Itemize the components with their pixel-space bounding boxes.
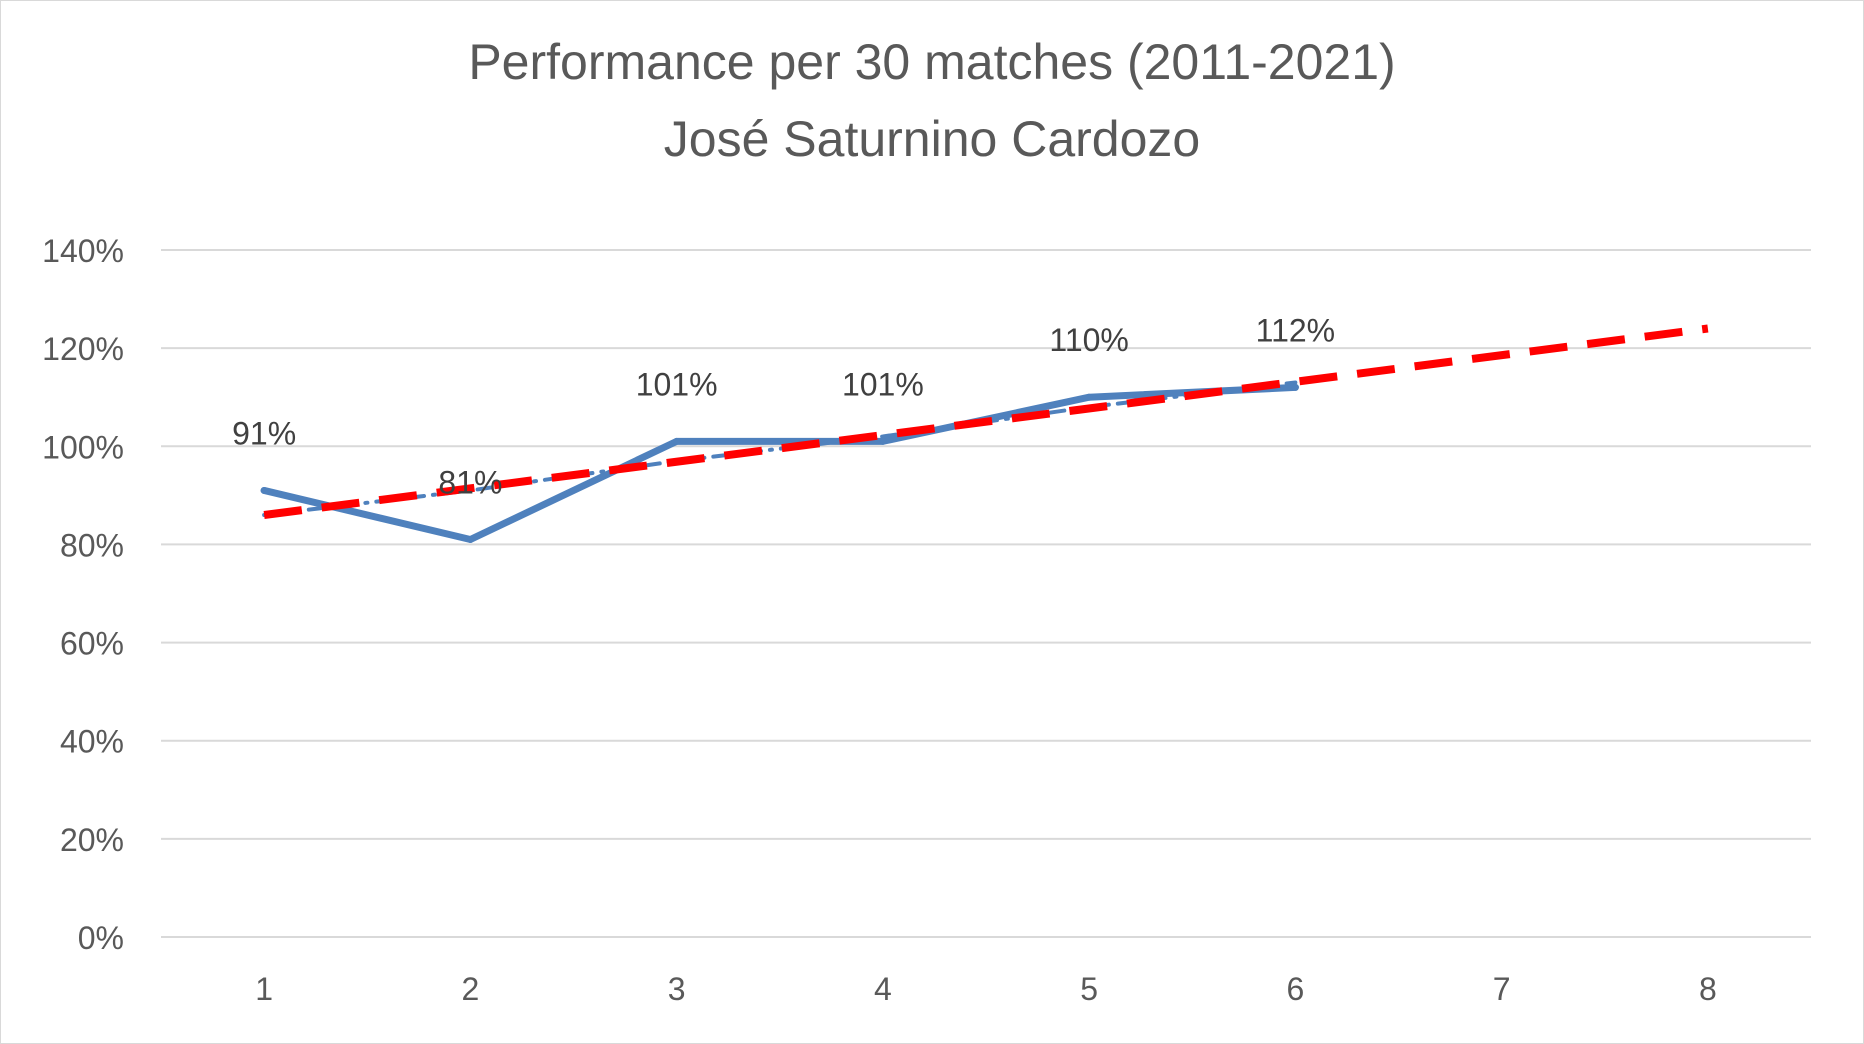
x-tick-label: 2 xyxy=(461,971,479,1007)
x-tick-label: 6 xyxy=(1286,971,1304,1007)
moving-average-trendline xyxy=(262,380,1298,517)
x-tick-label: 4 xyxy=(874,971,892,1007)
x-tick-label: 1 xyxy=(255,971,273,1007)
y-axis-tick-labels: 0% 20% 40% 60% 80% 100% 120% 140% xyxy=(42,233,124,956)
series-point xyxy=(1291,383,1299,391)
y-tick-label: 20% xyxy=(60,822,124,858)
data-label: 101% xyxy=(636,366,718,402)
x-tick-label: 8 xyxy=(1699,971,1717,1007)
series-point xyxy=(1085,393,1093,401)
y-tick-label: 140% xyxy=(42,233,124,269)
data-labels: 91% 81% 101% 101% 110% 112% xyxy=(232,312,1335,500)
data-label: 81% xyxy=(438,465,502,501)
y-tick-label: 120% xyxy=(42,331,124,367)
data-label: 101% xyxy=(842,366,924,402)
series-point xyxy=(260,486,268,494)
x-tick-label: 7 xyxy=(1493,971,1511,1007)
series-point xyxy=(673,437,681,445)
y-tick-label: 80% xyxy=(60,527,124,563)
x-tick-label: 5 xyxy=(1080,971,1098,1007)
series-point xyxy=(879,437,887,445)
series-group xyxy=(260,383,1299,544)
forecast-trendline xyxy=(263,324,1709,519)
gridlines xyxy=(161,249,1811,938)
y-tick-label: 0% xyxy=(78,920,124,956)
series-point xyxy=(466,536,474,544)
data-label: 112% xyxy=(1256,312,1335,348)
chart-subtitle: José Saturnino Cardozo xyxy=(664,111,1200,167)
x-axis-tick-labels: 1 2 3 4 5 6 7 8 xyxy=(255,971,1717,1007)
data-label: 110% xyxy=(1049,322,1128,358)
trendline-group xyxy=(262,324,1709,519)
y-tick-label: 40% xyxy=(60,724,124,760)
data-label: 91% xyxy=(232,415,296,451)
y-tick-label: 60% xyxy=(60,626,124,662)
chart-title: Performance per 30 matches (2011-2021) xyxy=(468,34,1395,90)
y-tick-label: 100% xyxy=(42,429,124,465)
series-line xyxy=(260,383,1299,544)
x-tick-label: 3 xyxy=(668,971,686,1007)
